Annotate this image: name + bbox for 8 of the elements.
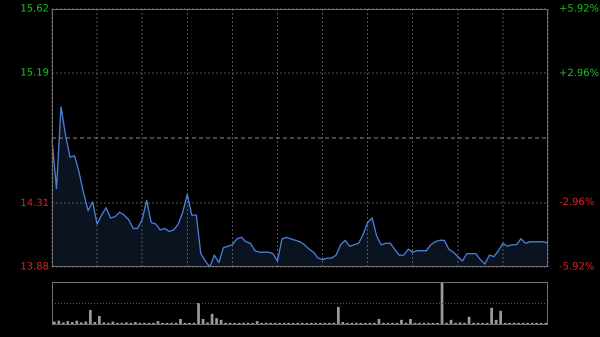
y-tick-label: 15.19 <box>20 67 49 78</box>
y-tick-label: 14.31 <box>20 198 49 209</box>
y-tick-label: 15.62 <box>20 4 49 15</box>
y2-tick-label: +5.92% <box>559 4 600 15</box>
y2-tick-label: +2.96% <box>559 68 600 80</box>
y2-tick-label: -2.96% <box>559 197 594 208</box>
y2-tick-label: -5.92% <box>559 262 594 273</box>
y-tick-label: 13.88 <box>20 262 49 273</box>
